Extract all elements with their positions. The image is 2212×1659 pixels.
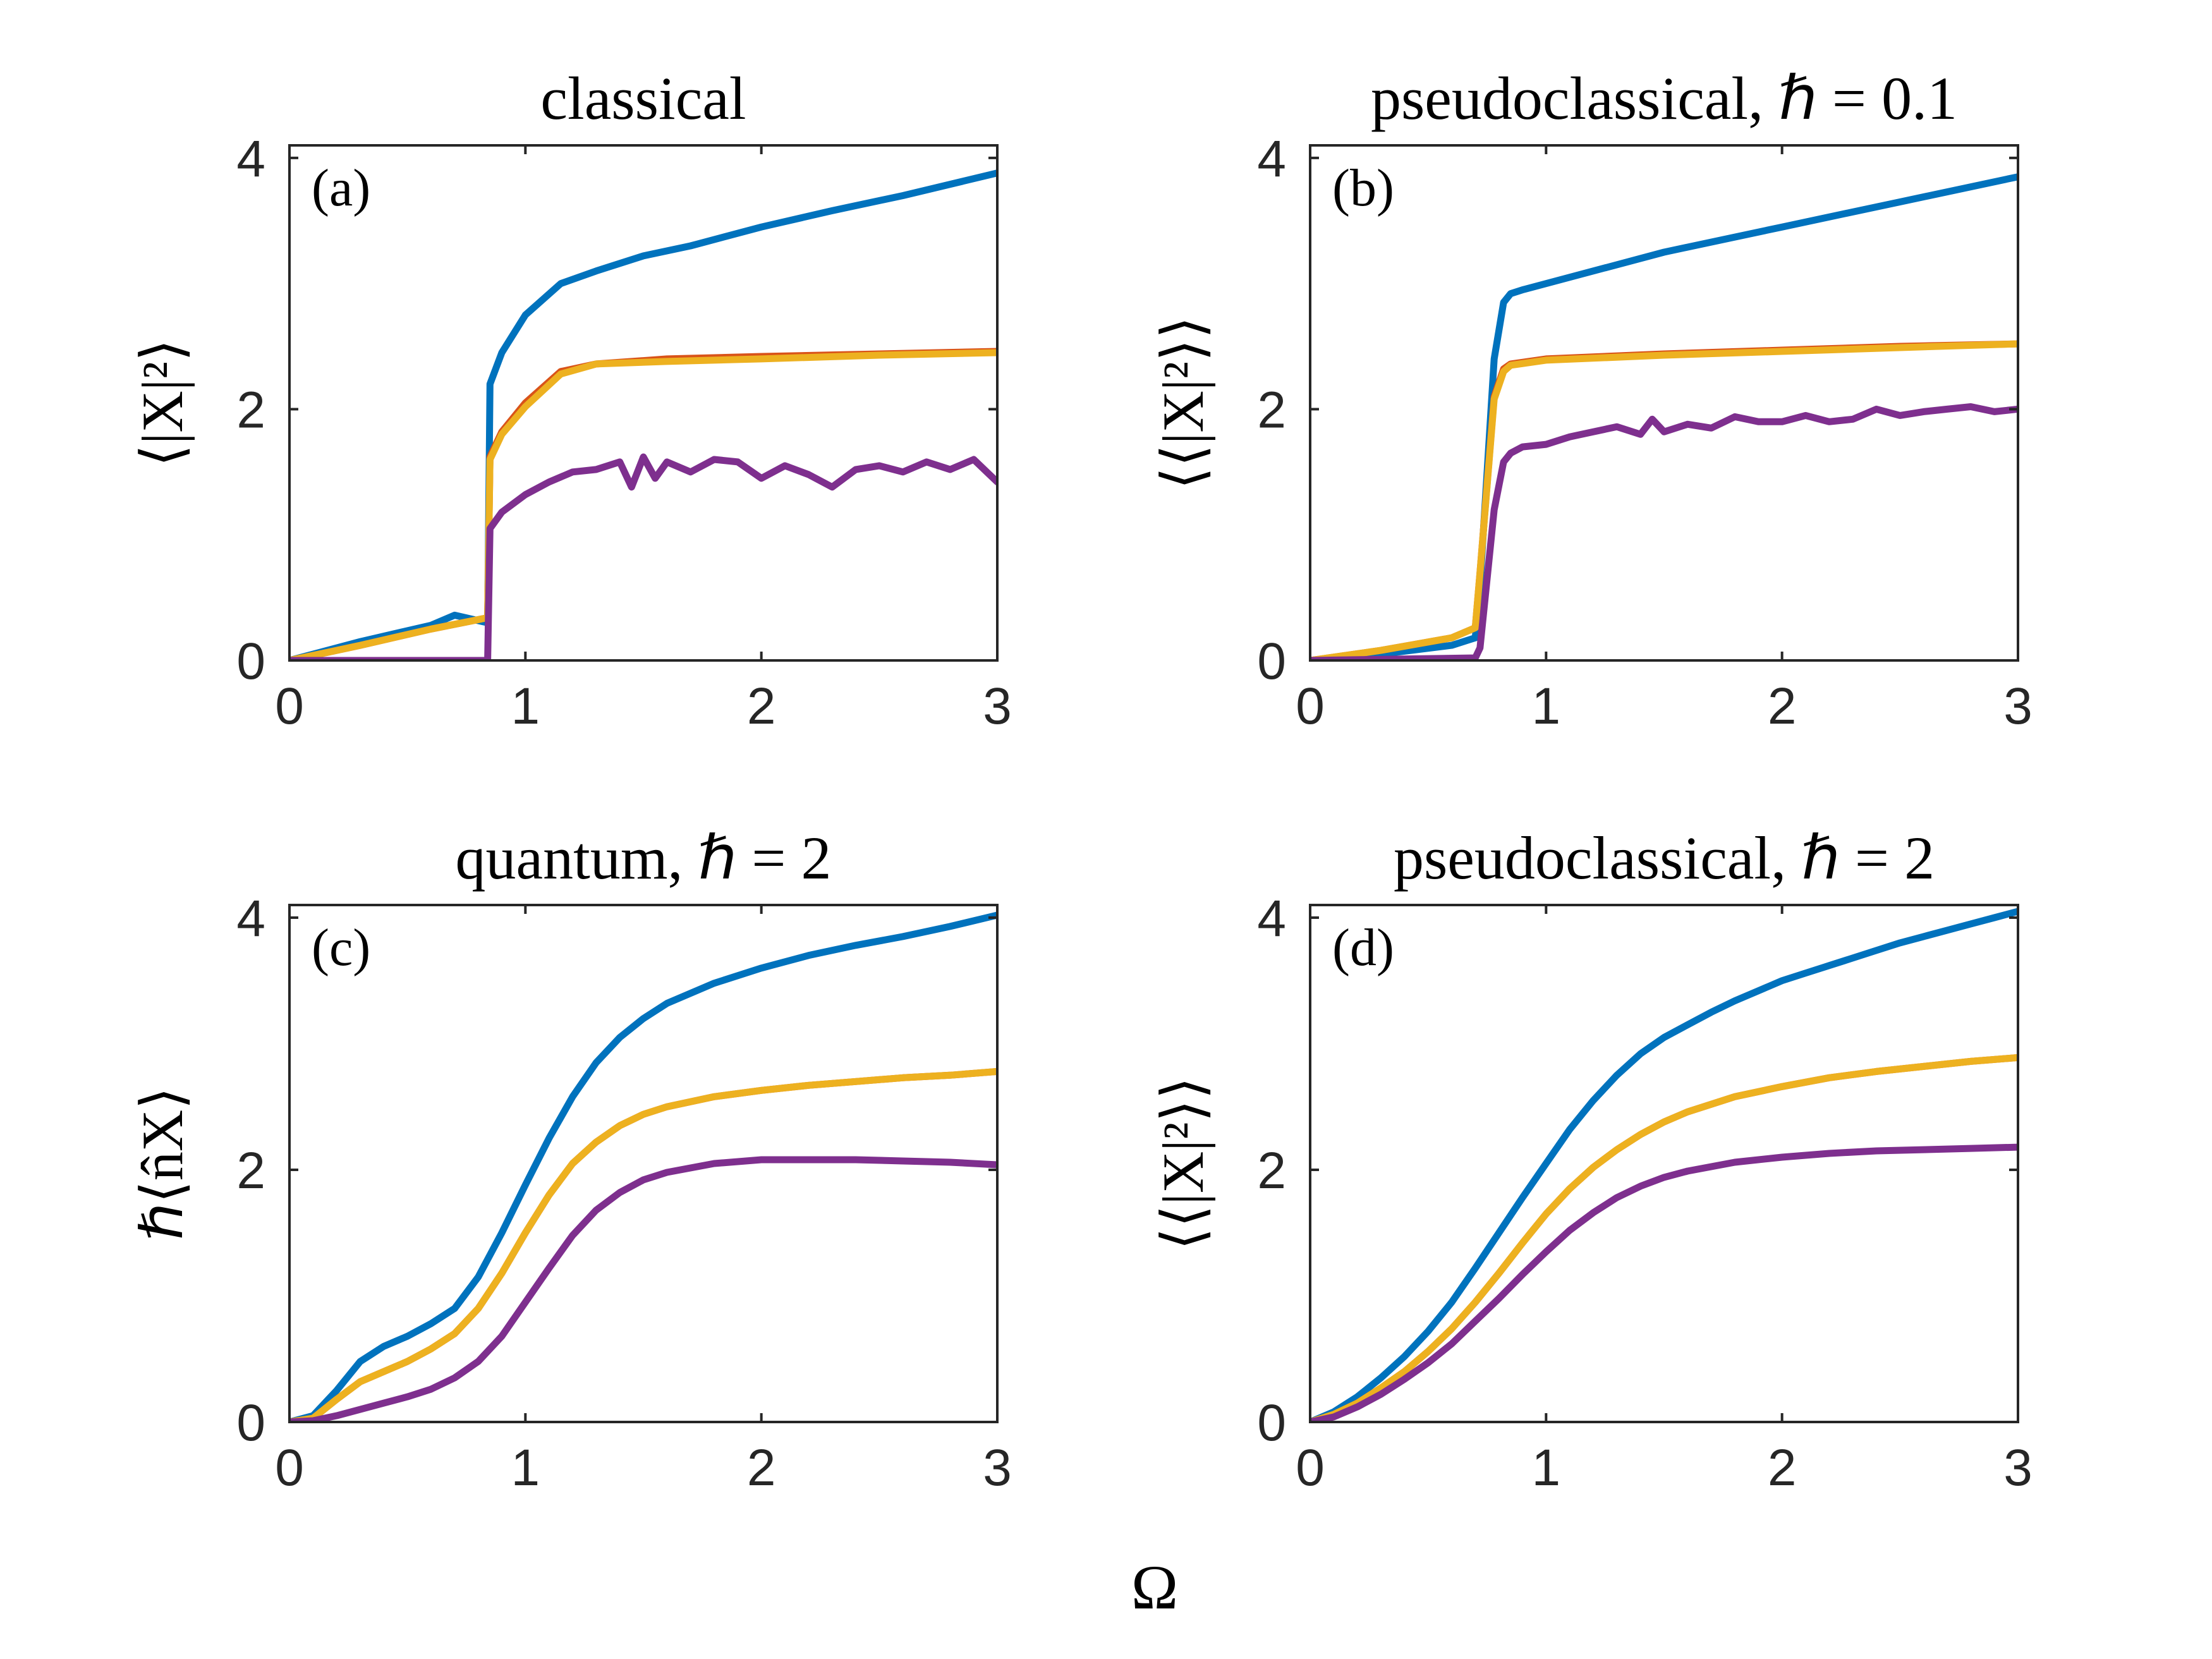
panel-b: pseudoclassical, ℏ = 0.1 ⟨⟨|X|²⟩⟩ 0 1 2 3 0 2 4 (… (1151, 64, 2033, 735)
panel-a: classical ⟨|X|²⟩ 0 1 2 3 0 2 4 (a) (130, 64, 1012, 735)
panel-c-y-axis-label: ℏ⟨n̂X⟩ (130, 1087, 195, 1241)
panel-b-series-red (1310, 340, 2018, 660)
panel-c-ytick-label: 4 (236, 890, 265, 947)
panel-d-y-axis-label: ⟨⟨|X|²⟩⟩ (1151, 1077, 1215, 1250)
panel-d-series-group (1310, 908, 2018, 1422)
panel-b-title: pseudoclassical, ℏ = 0.1 (1371, 64, 1957, 132)
panel-b-series-yellow (1310, 340, 2018, 660)
panels: classical ⟨|X|²⟩ 0 1 2 3 0 2 4 (a) pseudoclassical… (130, 64, 2033, 1497)
panel-b-ytick-label: 4 (1257, 130, 1286, 188)
panel-d-series-yellow (1310, 1054, 2018, 1422)
panel-b-series-group (1310, 173, 2018, 660)
panel-b-xtick-label: 3 (2003, 678, 2033, 735)
panel-a-xtick-label: 1 (511, 678, 540, 735)
panel-a-series-blue (289, 169, 997, 660)
panel-c-xtick-label: 0 (275, 1439, 304, 1497)
panel-c-series-purple (289, 1156, 997, 1422)
panel-c-ytick-label: 0 (236, 1394, 265, 1452)
panel-a-ytick-label: 4 (236, 130, 265, 188)
panel-d-ytick-label: 2 (1257, 1142, 1286, 1200)
panel-b-xtick-label: 1 (1532, 678, 1561, 735)
panel-d-xtick-label: 0 (1296, 1439, 1325, 1497)
panel-b-xtick-label: 0 (1296, 678, 1325, 735)
panel-b-ytick-label: 2 (1257, 381, 1286, 439)
panel-c-title: quantum, ℏ = 2 (456, 824, 832, 892)
panel-d-ytick-label: 0 (1257, 1394, 1286, 1452)
panel-c-ytick-label: 2 (236, 1142, 265, 1200)
panel-a-series-red (289, 348, 997, 660)
panel-d-axes-frame (1309, 904, 2019, 1423)
panel-b-ytick-label: 0 (1257, 633, 1286, 690)
panel-a-series-yellow (289, 349, 997, 660)
panel-d-label: (d) (1332, 918, 1394, 977)
panel-a-title: classical (540, 64, 746, 132)
panel-d: pseudoclassical, ℏ = 2 ⟨⟨|X|²⟩⟩ 0 1 2 3 0 2 4 (d) (1151, 824, 2033, 1497)
panel-c-xtick-label: 3 (983, 1439, 1012, 1497)
panel-c-axes-frame (288, 904, 999, 1423)
panel-a-series-purple (289, 453, 997, 660)
panel-d-series-purple (1310, 1143, 2018, 1422)
panel-d-xtick-label: 2 (1768, 1439, 1797, 1497)
panel-c-series-blue (289, 911, 997, 1422)
panel-d-series-blue (1310, 908, 2018, 1422)
panel-a-series-group (289, 169, 997, 660)
panel-b-xtick-label: 2 (1768, 678, 1797, 735)
panel-b-axes-frame (1309, 144, 2019, 662)
shared-x-axis-label: Ω (1131, 1552, 1178, 1622)
panel-b-series-purple (1310, 403, 2018, 660)
panel-b-label: (b) (1332, 159, 1394, 217)
panel-b-series-blue (1310, 173, 2018, 660)
panel-c-series-yellow (289, 1067, 997, 1422)
panel-a-xtick-label: 0 (275, 678, 304, 735)
panel-d-title: pseudoclassical, ℏ = 2 (1394, 824, 1935, 892)
panel-d-xtick-label: 1 (1532, 1439, 1561, 1497)
panel-a-y-axis-label: ⟨|X|²⟩ (130, 339, 195, 467)
panel-a-ytick-label: 2 (236, 381, 265, 439)
panel-d-xtick-label: 3 (2003, 1439, 2033, 1497)
panel-c-label: (c) (312, 918, 370, 977)
panel-c: quantum, ℏ = 2 ℏ⟨n̂X⟩ 0 1 2 3 0 2 4 (c) (130, 824, 1012, 1497)
panel-a-axes-frame (288, 144, 999, 662)
panel-d-ytick-label: 4 (1257, 890, 1286, 947)
panel-a-label: (a) (312, 159, 370, 217)
panel-b-y-axis-label: ⟨⟨|X|²⟩⟩ (1151, 316, 1215, 489)
panel-a-xtick-label: 2 (747, 678, 776, 735)
panel-a-ytick-label: 0 (236, 633, 265, 690)
panel-a-xtick-label: 3 (983, 678, 1012, 735)
panel-c-xtick-label: 1 (511, 1439, 540, 1497)
panel-c-series-group (289, 911, 997, 1422)
panel-c-xtick-label: 2 (747, 1439, 776, 1497)
